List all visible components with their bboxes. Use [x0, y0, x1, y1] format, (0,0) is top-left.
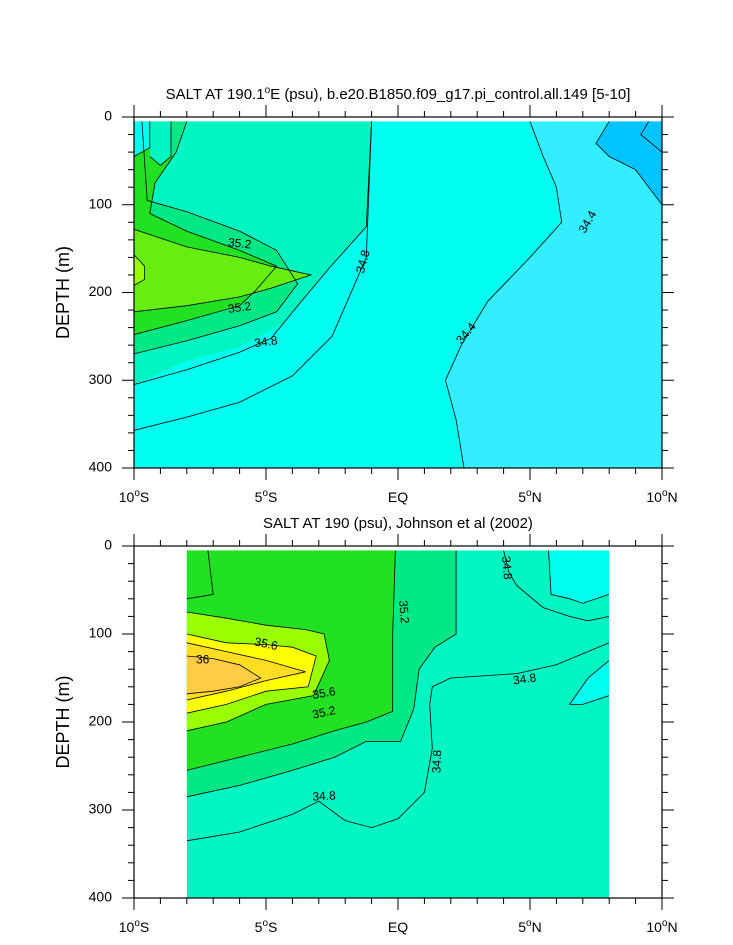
contour-fill-35-6 [134, 254, 145, 286]
contour-line [569, 660, 610, 705]
contour-fill-34-2 [640, 121, 662, 153]
contour-fill-34-4 [445, 121, 662, 468]
x-tick-label: 5oS [255, 918, 278, 935]
contour-fill-35 [171, 121, 187, 157]
contour-line [134, 228, 313, 313]
y-tick-label: 400 [89, 889, 113, 905]
contour-line [548, 550, 610, 604]
contour-line [186, 550, 396, 771]
contour-line [640, 121, 662, 153]
x-tick-label: 5oN [518, 488, 541, 505]
contour-fill-34-6 [548, 550, 610, 604]
y-tick-label: 100 [89, 195, 113, 211]
x-tick-label: EQ [388, 919, 408, 935]
contour-line [595, 121, 662, 206]
y-tick-label: 200 [89, 283, 113, 299]
y-tick-label: 300 [89, 371, 113, 387]
model-salinity-panel: 35.235.234.834.834.434.4010020030040010o… [53, 85, 678, 505]
contour-label: 34.8 [253, 333, 278, 350]
contour-line [134, 121, 372, 385]
x-tick-label: 10oN [646, 918, 677, 935]
contour-line [134, 121, 151, 157]
y-axis-label: DEPTH (m) [53, 676, 73, 769]
contour-label: 35.2 [311, 703, 337, 722]
contour-line [186, 550, 214, 600]
chart-title: SALT AT 190 (psu), Johnson et al (2002) [263, 515, 533, 532]
chart-title: SALT AT 190.1oE (psu), b.e20.B1850.f09_g… [166, 85, 631, 103]
contour-label: 35.2 [227, 299, 252, 316]
contour-line [134, 121, 278, 335]
observed-salinity-panel: 35.63635.635.234.835.234.834.834.8010020… [53, 515, 678, 935]
y-tick-label: 0 [104, 537, 112, 553]
contour-line [186, 655, 262, 695]
y-tick-label: 200 [89, 713, 113, 729]
contour-fill-36 [186, 656, 261, 694]
contour-line [149, 121, 172, 166]
x-tick-label: 10oN [646, 488, 677, 505]
contour-fill-35-2 [186, 550, 214, 599]
y-tick-label: 100 [89, 625, 113, 641]
contour-label: 34.8 [429, 749, 444, 773]
y-tick-label: 0 [104, 108, 112, 124]
contour-line [186, 611, 330, 732]
contour-line [186, 633, 317, 714]
contour-label: 34.8 [512, 670, 537, 687]
contour-line [569, 695, 610, 705]
x-tick-label: 5oS [255, 488, 278, 505]
contour-label: 35.6 [253, 634, 279, 653]
contour-label: 36 [196, 653, 210, 667]
x-tick-label: 10oS [119, 488, 149, 505]
contour-label: 34.8 [312, 788, 336, 803]
contour-label: 34.8 [499, 556, 515, 581]
contour-label: 34.8 [353, 248, 373, 274]
contour-fill-34-6 [569, 660, 610, 705]
contour-fill-34-8 [149, 121, 171, 166]
contour-field [134, 121, 662, 468]
x-tick-label: 10oS [119, 918, 149, 935]
contour-fill-35-4 [134, 229, 311, 312]
contour-label: 35.6 [311, 684, 337, 702]
y-tick-label: 400 [89, 459, 113, 475]
x-tick-label: EQ [388, 489, 408, 505]
contour-line [445, 121, 563, 468]
contour-line [134, 121, 299, 355]
contour-line [503, 550, 610, 622]
contour-label: 35.2 [396, 600, 412, 625]
contour-line [186, 642, 610, 842]
contour-line [186, 642, 306, 701]
contour-line [134, 254, 146, 286]
contour-fill-34-6 [134, 121, 150, 157]
x-tick-label: 5oN [518, 918, 541, 935]
contour-line [134, 121, 372, 431]
y-tick-label: 300 [89, 801, 113, 817]
contour-label: 35.2 [227, 235, 252, 251]
contour-fill-34-2 [596, 121, 662, 205]
contour-line [186, 550, 457, 798]
y-axis-label: DEPTH (m) [53, 246, 73, 339]
contour-field [186, 550, 610, 898]
